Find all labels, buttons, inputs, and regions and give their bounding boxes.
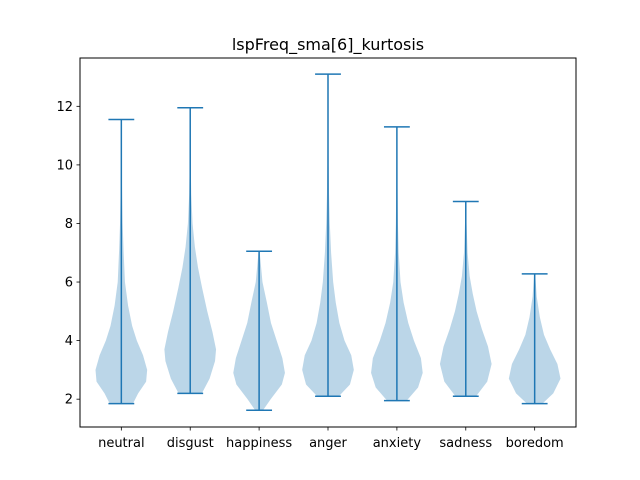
x-tick-label: anger [309,436,347,451]
violin-anger [302,73,354,397]
y-tick-label: 2 [65,393,73,408]
plot-frame [79,57,577,428]
violin-anxiety [371,126,423,402]
y-tick-label: 6 [65,276,73,291]
x-tick-label: disgust [167,436,214,451]
x-tick-label: sadness [439,436,492,451]
chart-title: lspFreq_sma[6]_kurtosis [232,35,424,55]
y-tick-label: 10 [56,158,73,173]
y-tick-label: 12 [56,100,73,115]
y-axis-ticks: 2 4 6 8 10 12 [56,100,80,408]
violin-group [95,73,561,412]
x-tick-label: neutral [98,436,145,451]
x-axis-ticks: neutral disgust happiness anger anxiety sadne… [98,427,564,451]
violin-neutral [95,118,148,405]
y-tick-label: 4 [65,334,73,349]
y-tick-label: 8 [65,217,73,232]
x-tick-label: happiness [226,436,292,451]
x-tick-label: boredom [506,436,564,451]
violin-happiness [233,250,285,412]
violin-disgust [164,107,217,395]
violin-sadness [439,200,492,397]
violin-boredom [508,273,561,405]
x-tick-label: anxiety [373,436,422,451]
